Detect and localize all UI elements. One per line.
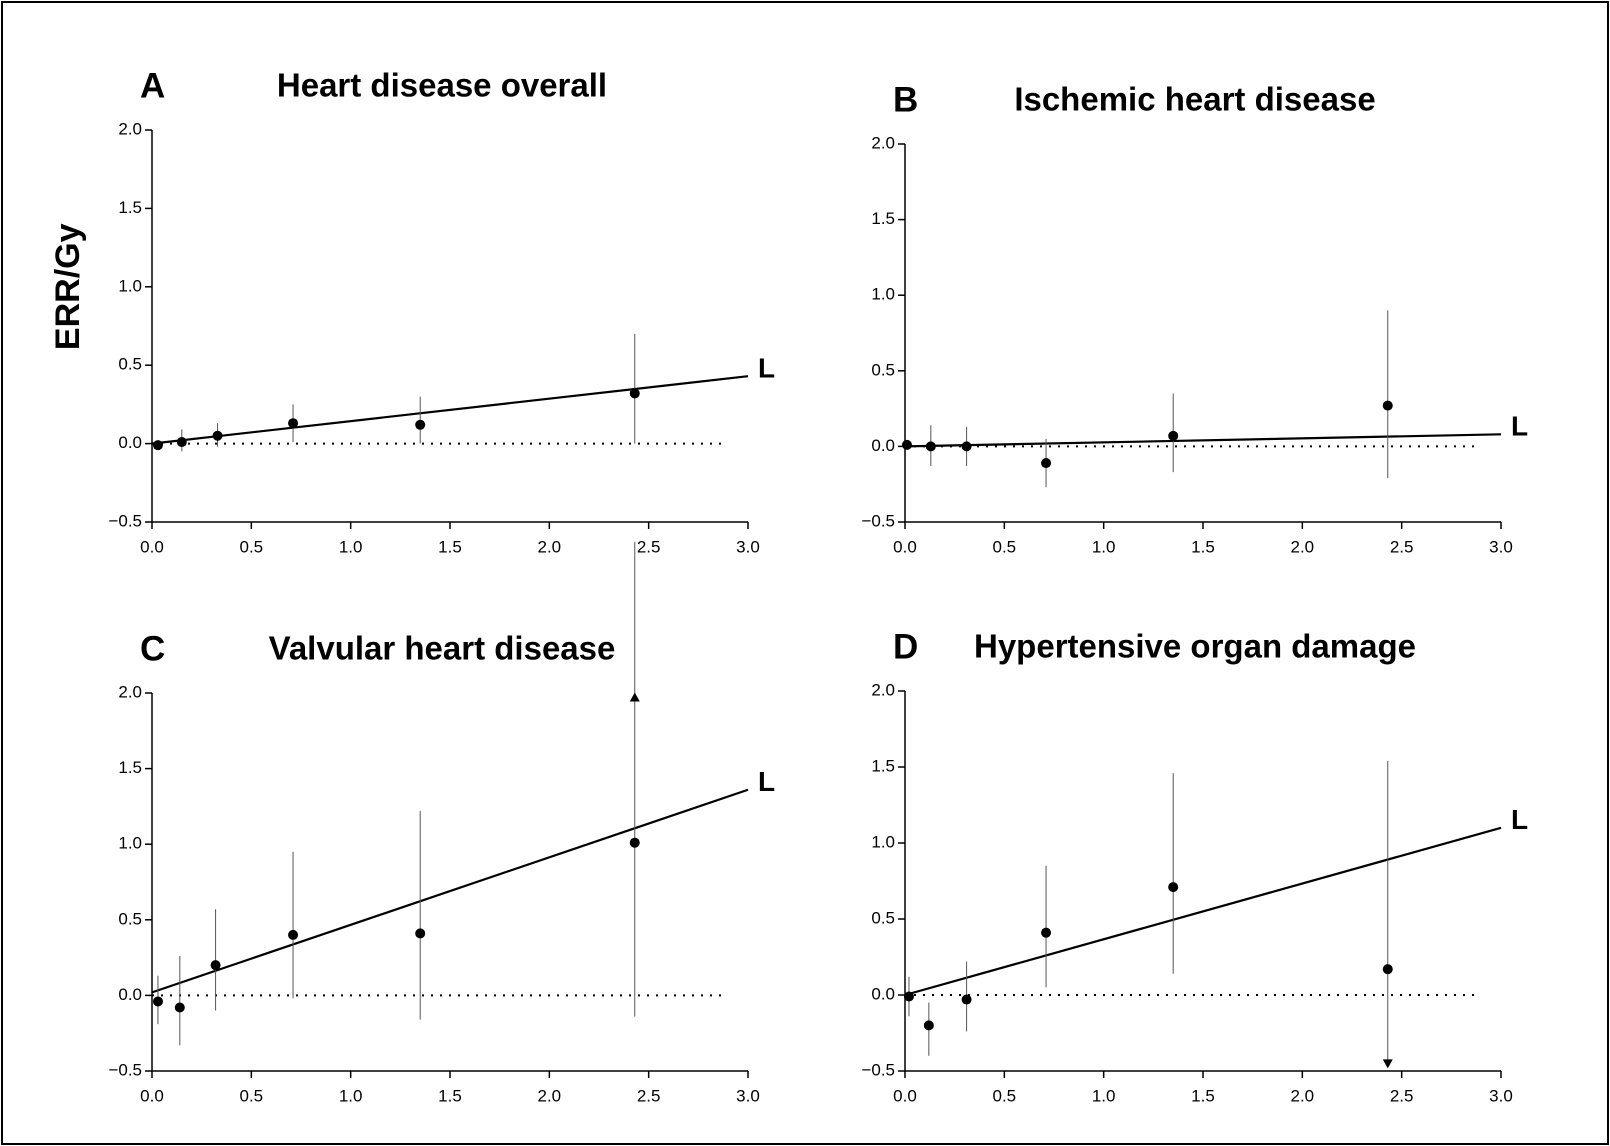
x-tick-label: 1.0	[1092, 1086, 1116, 1105]
y-tick-label: 0.5	[118, 909, 142, 928]
y-tick-label: 1.5	[118, 758, 142, 777]
x-tick-label: 0.0	[140, 537, 164, 556]
panel-letter: B	[893, 80, 918, 119]
y-tick-label: 1.5	[871, 209, 895, 228]
data-point	[1168, 882, 1179, 893]
data-point	[212, 430, 223, 441]
panel-letter: D	[893, 627, 918, 666]
data-point	[903, 991, 914, 1002]
y-tick-label: −0.5	[108, 1060, 142, 1079]
data-point	[1168, 430, 1179, 441]
y-tick-label: −0.5	[861, 511, 895, 530]
data-point	[961, 441, 972, 452]
x-tick-label: 0.5	[993, 1086, 1017, 1105]
data-point	[1041, 927, 1052, 938]
x-tick-label: 2.0	[1291, 1086, 1315, 1105]
x-tick-label: 0.5	[993, 537, 1017, 556]
panel-letter: C	[140, 629, 165, 668]
data-point	[415, 419, 426, 430]
x-tick-label: 2.0	[1291, 537, 1315, 556]
y-tick-label: 0.0	[118, 985, 142, 1004]
data-point	[152, 440, 163, 451]
y-tick-label: −0.5	[108, 511, 142, 530]
chart-title: Ischemic heart disease	[1014, 81, 1375, 118]
x-tick-label: 1.5	[438, 1086, 462, 1105]
y-tick-label: 2.0	[871, 680, 895, 699]
y-tick-label: 1.5	[118, 198, 142, 217]
data-point	[176, 437, 187, 448]
x-tick-label: 3.0	[736, 537, 760, 556]
data-point	[961, 994, 972, 1005]
y-tick-label: 0.0	[871, 436, 895, 455]
fit-label: L	[758, 766, 775, 797]
x-tick-label: 0.5	[240, 537, 264, 556]
y-tick-label: 2.0	[871, 133, 895, 152]
y-tick-label: 1.0	[871, 832, 895, 851]
limit-marker	[1382, 1059, 1393, 1069]
y-tick-label: 1.0	[871, 285, 895, 304]
chart-title: Hypertensive organ damage	[974, 628, 1416, 665]
y-tick-label: 1.0	[118, 834, 142, 853]
x-tick-label: 1.0	[339, 1086, 363, 1105]
x-tick-label: 2.0	[538, 537, 562, 556]
data-point	[629, 837, 640, 848]
data-point	[923, 1020, 934, 1031]
x-tick-label: 1.5	[438, 537, 462, 556]
x-tick-label: 1.0	[1092, 537, 1116, 556]
x-tick-label: 1.5	[1191, 1086, 1215, 1105]
data-point	[415, 928, 426, 939]
data-point	[901, 439, 912, 450]
data-point	[288, 418, 299, 429]
y-tick-label: 0.0	[871, 984, 895, 1003]
fit-line	[904, 433, 1502, 448]
y-tick-label: 0.5	[871, 908, 895, 927]
x-tick-label: 2.5	[637, 1086, 661, 1105]
limit-marker	[629, 692, 640, 702]
chart-title: Valvular heart disease	[269, 630, 616, 667]
data-point	[174, 1002, 185, 1013]
data-point	[925, 441, 936, 452]
y-tick-label: −0.5	[861, 1060, 895, 1079]
data-point	[1382, 400, 1393, 411]
chart-title: Heart disease overall	[277, 67, 607, 104]
fit-line	[151, 375, 749, 445]
data-point	[288, 929, 299, 940]
data-point	[152, 996, 163, 1007]
fit-label: L	[1511, 804, 1528, 835]
y-tick-label: 0.0	[118, 433, 142, 452]
fit-label: L	[1511, 411, 1528, 442]
x-tick-label: 3.0	[736, 1086, 760, 1105]
data-point	[210, 960, 221, 971]
x-tick-label: 0.0	[893, 1086, 917, 1105]
x-tick-label: 0.0	[140, 1086, 164, 1105]
x-tick-label: 3.0	[1489, 537, 1513, 556]
x-tick-label: 2.5	[1390, 1086, 1414, 1105]
panel-letter: A	[140, 66, 165, 105]
y-tick-label: 0.5	[871, 360, 895, 379]
x-tick-label: 2.5	[637, 537, 661, 556]
x-tick-label: 2.0	[538, 1086, 562, 1105]
x-tick-label: 1.0	[339, 537, 363, 556]
x-tick-label: 0.0	[893, 537, 917, 556]
fit-line	[151, 788, 749, 994]
y-axis-label: ERR/Gy	[49, 223, 87, 350]
y-tick-label: 0.5	[118, 355, 142, 374]
x-tick-label: 2.5	[1390, 537, 1414, 556]
data-point	[1041, 458, 1052, 469]
fit-label: L	[758, 353, 775, 384]
y-tick-label: 1.5	[871, 756, 895, 775]
y-tick-label: 1.0	[118, 276, 142, 295]
fit-line	[904, 826, 1502, 997]
x-tick-label: 1.5	[1191, 537, 1215, 556]
data-point	[629, 388, 640, 399]
x-tick-label: 0.5	[240, 1086, 264, 1105]
data-point	[1382, 964, 1393, 975]
y-tick-label: 2.0	[118, 682, 142, 701]
x-tick-label: 3.0	[1489, 1086, 1513, 1105]
y-tick-label: 2.0	[118, 119, 142, 138]
